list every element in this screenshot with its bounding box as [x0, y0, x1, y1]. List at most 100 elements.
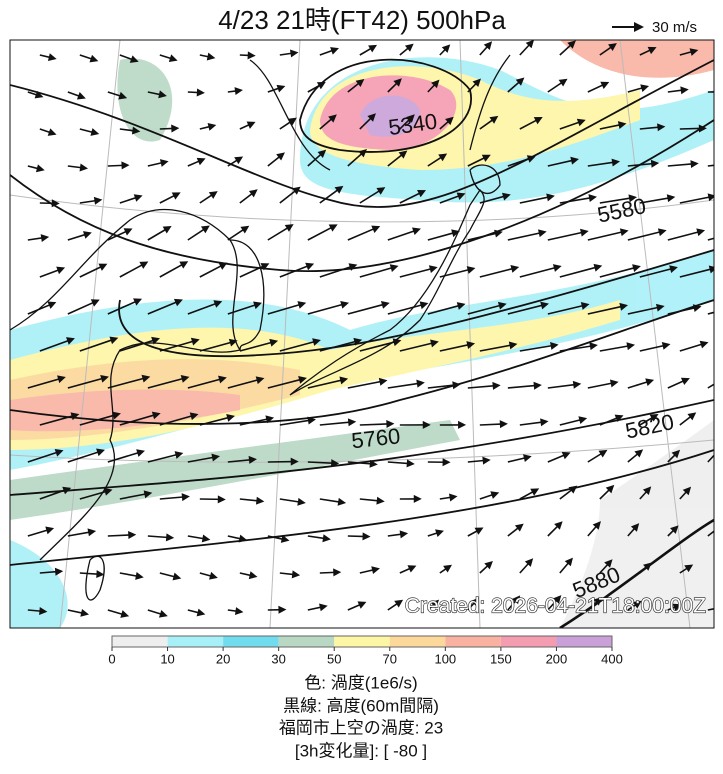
wind-arrow	[639, 344, 667, 352]
wind-arrow	[39, 414, 76, 426]
wind-arrow	[39, 488, 68, 500]
wind-arrowhead	[348, 263, 358, 271]
wind-arrow	[267, 303, 303, 315]
wind-arrow	[187, 377, 224, 389]
wind-arrow	[667, 230, 702, 241]
wind-arrow	[519, 195, 552, 204]
wind-arrowhead	[672, 603, 682, 612]
colorbar-segment	[556, 636, 612, 647]
wind-arrow	[319, 187, 341, 204]
wind-arrowhead	[617, 121, 627, 130]
wind-arrowhead	[217, 495, 226, 504]
wind-arrowhead	[690, 160, 699, 169]
wind-arrowhead	[319, 603, 328, 612]
wind-arrow	[707, 454, 714, 463]
wind-arrow	[27, 302, 53, 315]
wind-arrowhead	[234, 607, 244, 616]
colorbar-frame	[111, 635, 613, 648]
wind-arrow	[239, 264, 267, 278]
wind-arrowhead	[657, 228, 667, 237]
wind-arrowhead	[456, 192, 466, 200]
wind-arrowhead	[90, 128, 100, 136]
wind-arrowhead	[682, 486, 692, 496]
wind-arrowhead	[289, 49, 299, 58]
wind-arrow	[319, 265, 354, 278]
colorbar-segment	[167, 636, 224, 647]
wind-arrowhead	[120, 610, 130, 618]
wind-arrowhead	[297, 301, 307, 309]
wind-arrow	[307, 225, 335, 241]
wind-arrowhead	[419, 301, 429, 310]
wind-arrowhead	[600, 81, 610, 89]
wind-arrowhead	[133, 194, 143, 202]
wind-arrow	[79, 413, 118, 426]
wind-arrow	[387, 303, 425, 315]
wind-arrowhead	[399, 530, 409, 539]
wind-arrowhead	[576, 118, 586, 127]
wind-arrowhead	[393, 78, 402, 87]
wind-arrowhead	[416, 379, 425, 388]
wind-arrowhead	[376, 496, 385, 505]
wind-arrowhead	[47, 128, 57, 136]
wind-arrow	[707, 311, 714, 315]
wind-arrowhead	[588, 194, 597, 203]
wind-arrow	[307, 461, 336, 465]
wind-arrowhead	[452, 381, 461, 390]
wind-arrowhead	[109, 336, 119, 345]
wind-arrow	[147, 300, 180, 315]
wind-arrowhead	[158, 90, 167, 99]
wind-arrow	[599, 266, 638, 278]
wind-arrowhead	[103, 487, 113, 496]
wind-arrowhead	[428, 265, 438, 274]
wind-arrowhead	[634, 449, 644, 458]
wind-arrows	[27, 40, 714, 618]
wind-arrowhead	[640, 84, 650, 93]
wind-arrow	[519, 266, 559, 278]
wind-arrowhead	[604, 559, 613, 568]
wind-arrowhead	[568, 485, 578, 494]
wind-arrowhead	[207, 123, 217, 131]
wind-arrow	[627, 230, 663, 241]
colorbar-segment	[334, 636, 390, 647]
wind-arrowhead	[131, 126, 141, 135]
colorbar-tick-label: 50	[327, 651, 341, 666]
wind-arrowhead	[151, 411, 161, 420]
wind-arrow	[587, 230, 625, 241]
wind-arrow	[79, 264, 105, 278]
wind-arrow	[427, 304, 462, 315]
wind-arrowhead	[213, 300, 223, 308]
wind-arrowhead	[632, 264, 641, 272]
wind-arrowhead	[70, 412, 80, 421]
wind-arrowhead	[497, 301, 507, 310]
wind-arrow	[159, 339, 197, 352]
wind-arrowhead	[248, 455, 257, 464]
colorbar-tick-label: 400	[601, 651, 623, 666]
colorbar-tick-label: 0	[108, 651, 115, 666]
wind-arrow	[587, 305, 625, 315]
colorbar-tick-label: 10	[160, 651, 174, 666]
wind-arrow	[347, 303, 387, 315]
wind-arrow	[427, 384, 457, 389]
wind-arrowhead	[337, 497, 347, 506]
wind-arrowhead	[362, 532, 371, 541]
wind-arrow	[79, 338, 115, 352]
wind-arrow	[479, 194, 508, 204]
wind-arrowhead	[248, 189, 258, 198]
wind-arrowhead	[593, 597, 603, 606]
wind-arrowhead	[307, 416, 316, 425]
wind-arrow	[359, 188, 383, 204]
wind-arrowhead	[558, 78, 568, 87]
wind-arrow	[587, 161, 617, 167]
wind-arrowhead	[291, 186, 301, 195]
wind-arrowhead	[276, 152, 285, 161]
wind-arrowhead	[540, 301, 549, 310]
wind-arrowhead	[189, 412, 199, 421]
wind-arrowhead	[713, 526, 714, 528]
wind-arrowhead	[589, 342, 598, 351]
colorbar-segment	[278, 636, 335, 647]
wind-arrowhead	[371, 225, 381, 233]
wind-arrowhead	[502, 192, 511, 201]
wind-arrowhead	[608, 43, 617, 51]
wind-arrow	[147, 453, 180, 463]
wind-arrow	[359, 340, 398, 352]
